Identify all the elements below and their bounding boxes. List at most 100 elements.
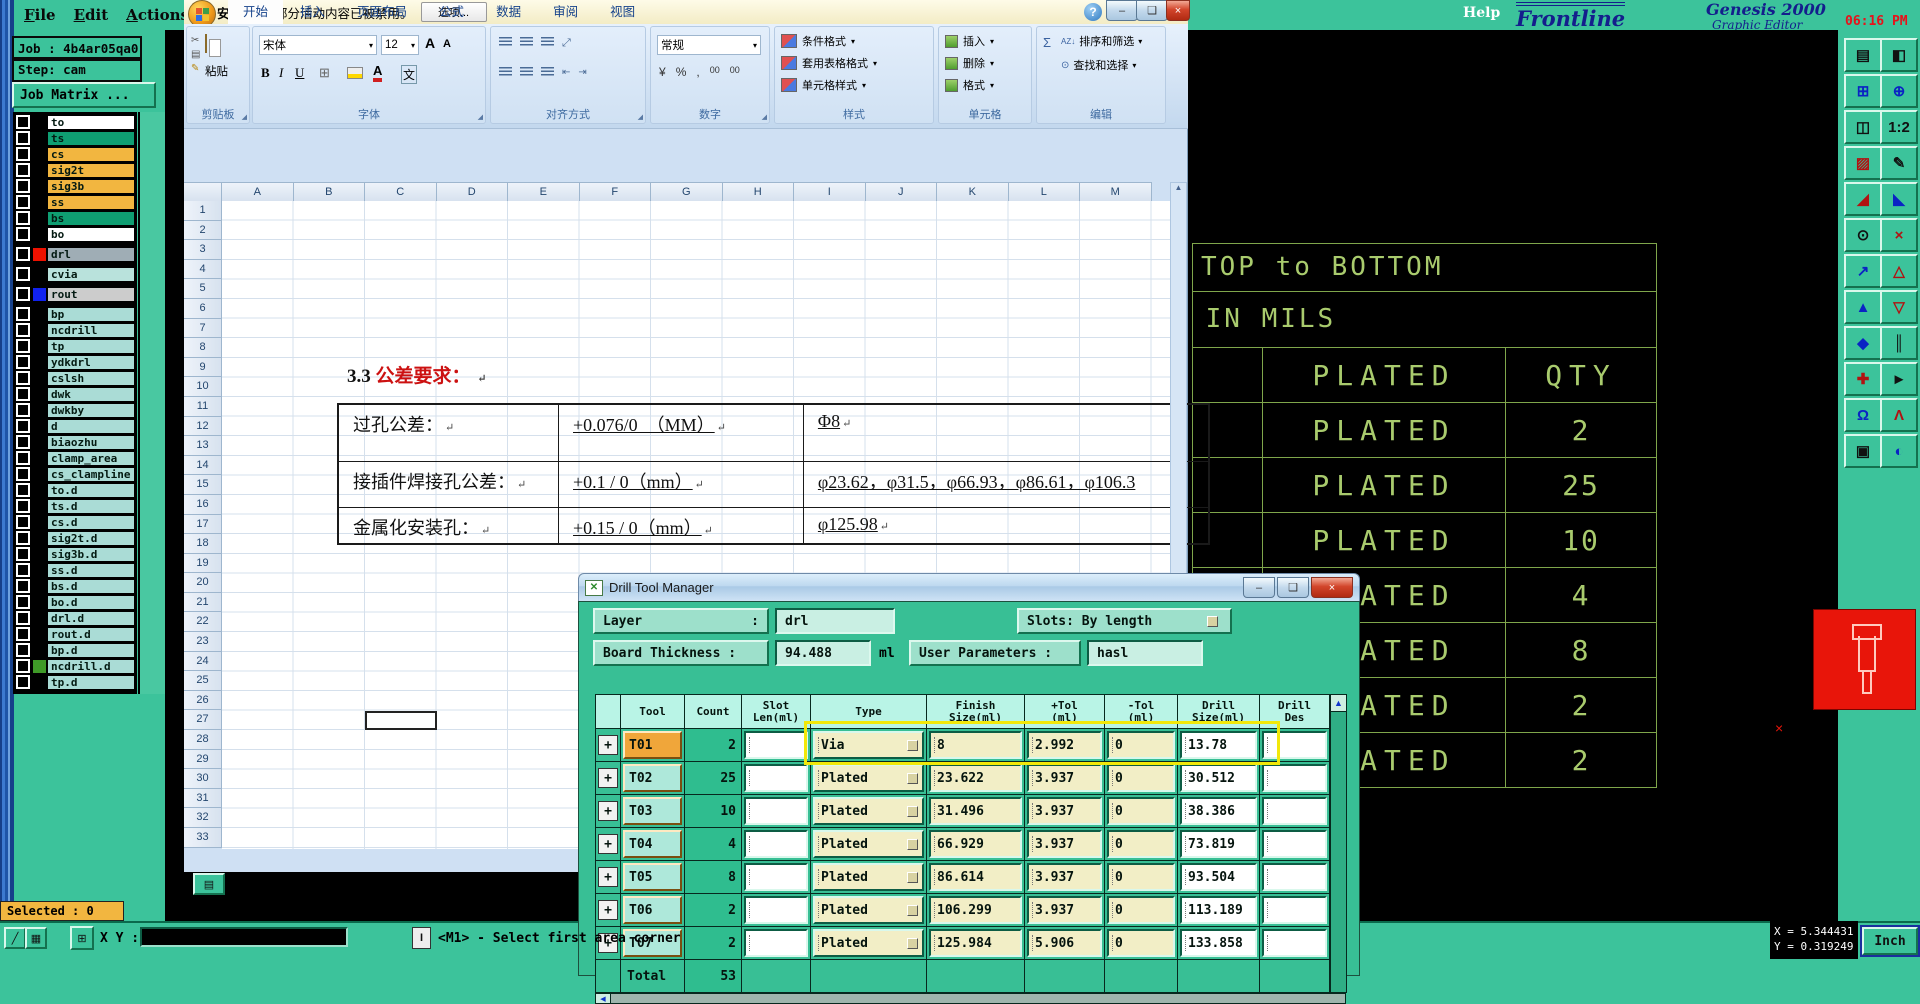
layer-name[interactable]: dwk	[47, 386, 135, 402]
phonetic-icon[interactable]: 文	[401, 65, 418, 84]
row-header[interactable]: 4	[184, 259, 222, 280]
tool-id[interactable]: T04	[623, 830, 682, 858]
underline-button[interactable]: U	[295, 65, 305, 80]
scroll-up-icon[interactable]: ▲	[1331, 695, 1346, 712]
column-header[interactable]: K	[937, 182, 1009, 201]
layer-row[interactable]: ncdrill.d	[16, 658, 135, 674]
type-dropdown[interactable]: Plated	[813, 929, 924, 957]
layer-checkbox[interactable]	[16, 483, 30, 497]
layer-checkbox[interactable]	[16, 179, 30, 193]
drill-size-input[interactable]: 73.819	[1180, 830, 1257, 858]
layer-row[interactable]: bs.d	[16, 578, 135, 594]
tool-id[interactable]: T07	[623, 929, 682, 957]
layer-name[interactable]: ss	[47, 194, 135, 210]
layer-name[interactable]: clamp_area	[47, 450, 135, 466]
layer-name[interactable]: sig2t.d	[47, 530, 135, 546]
layer-row[interactable]: cvia	[16, 266, 135, 282]
layer-row[interactable]: sig3b.d	[16, 546, 135, 562]
job-matrix-button[interactable]: Job Matrix ...	[12, 82, 156, 108]
layer-name[interactable]: cslsh	[47, 370, 135, 386]
layer-checkbox[interactable]	[16, 339, 30, 353]
layer-checkbox[interactable]	[16, 195, 30, 209]
toolbar-button[interactable]: ▣	[1844, 434, 1882, 468]
drill-des-input[interactable]	[1262, 830, 1327, 858]
toolbar-button[interactable]: 1:2	[1880, 110, 1918, 144]
expand-row-button[interactable]: +	[598, 933, 618, 953]
row-header[interactable]: 13	[184, 436, 222, 456]
row-header[interactable]: 21	[184, 592, 222, 613]
office-button[interactable]	[188, 0, 216, 28]
layer-name[interactable]: tp	[47, 338, 135, 354]
drill-des-input[interactable]	[1262, 731, 1327, 759]
dialog-close-button[interactable]: ×	[1311, 577, 1353, 598]
layer-row[interactable]: bp.d	[16, 642, 135, 658]
drill-des-input[interactable]	[1262, 929, 1327, 957]
indent-increase-icon[interactable]: ⇥	[578, 67, 587, 78]
layer-checkbox[interactable]	[16, 611, 30, 625]
slot-len-input[interactable]	[744, 929, 808, 957]
layer-checkbox[interactable]	[16, 675, 30, 689]
window-button[interactable]: ▤	[193, 873, 225, 895]
layer-name[interactable]: sig3b	[47, 178, 135, 194]
cells-button[interactable]: 插入 ▾	[945, 33, 994, 49]
dialog-hscrollbar[interactable]: ◀	[595, 993, 1346, 1004]
format-painter-icon[interactable]: ✎	[191, 63, 200, 74]
scroll-up-icon[interactable]: ▲	[1174, 183, 1183, 192]
row-header[interactable]: 10	[184, 377, 222, 397]
layer-name[interactable]: bp	[47, 306, 135, 322]
tool-id[interactable]: T05	[623, 863, 682, 891]
layer-name[interactable]: ncdrill	[47, 322, 135, 338]
toolbar-button[interactable]: ▨	[1844, 146, 1882, 180]
type-dropdown[interactable]: Plated	[813, 764, 924, 792]
select-all-corner[interactable]	[184, 182, 222, 201]
layer-row[interactable]: cs	[16, 146, 135, 162]
layer-name[interactable]: ydkdrl	[47, 354, 135, 370]
layer-row[interactable]: sig2t	[16, 162, 135, 178]
column-header[interactable]: E	[508, 182, 580, 201]
ribbon-tab[interactable]: 数据	[496, 5, 522, 19]
toolbar-button[interactable]: ◆	[1844, 326, 1882, 360]
finish-size-input[interactable]: 106.299	[929, 896, 1022, 924]
layer-row[interactable]: dwk	[16, 386, 135, 402]
drill-size-input[interactable]: 113.189	[1180, 896, 1257, 924]
paste-icon[interactable]	[205, 34, 207, 53]
expand-row-button[interactable]: +	[598, 801, 618, 821]
minus-tol-input[interactable]: 0	[1107, 896, 1175, 924]
layer-name[interactable]: bp.d	[47, 642, 135, 658]
slot-len-input[interactable]	[744, 830, 808, 858]
autosum-icon[interactable]: Σ	[1043, 35, 1052, 50]
layer-name[interactable]: to	[47, 114, 135, 130]
toolbar-button[interactable]: ↗	[1844, 254, 1882, 288]
toolbar-button[interactable]: ×	[1880, 218, 1918, 252]
layer-checkbox[interactable]	[16, 371, 30, 385]
dialog-titlebar[interactable]: ✕ Drill Tool Manager – ❑ ×	[578, 573, 1360, 601]
layer-checkbox[interactable]	[16, 579, 30, 593]
layer-checkbox[interactable]	[16, 323, 30, 337]
minus-tol-input[interactable]: 0	[1107, 863, 1175, 891]
column-header[interactable]: H	[722, 182, 794, 201]
layer-row[interactable]: bo.d	[16, 594, 135, 610]
plus-tol-input[interactable]: 3.937	[1027, 863, 1102, 891]
column-header[interactable]: M	[1080, 182, 1152, 201]
layer-row[interactable]: rout.d	[16, 626, 135, 642]
dialog-launcher-icon[interactable]: ◢	[761, 114, 767, 121]
layer-name[interactable]: ss.d	[47, 562, 135, 578]
row-header[interactable]: 33	[184, 828, 222, 848]
column-header[interactable]: A	[222, 182, 294, 201]
minus-tol-input[interactable]: 0	[1107, 929, 1175, 957]
row-header[interactable]: 1	[184, 201, 222, 221]
close-button[interactable]: ×	[1166, 0, 1190, 21]
layer-name[interactable]: ts	[47, 130, 135, 146]
tool-id[interactable]: T03	[623, 797, 682, 825]
plus-tol-input[interactable]: 3.937	[1027, 764, 1102, 792]
dialog-launcher-icon[interactable]: ◢	[637, 114, 643, 121]
layer-name[interactable]: cs_clampline	[47, 466, 135, 482]
comma-icon[interactable]: ,	[696, 65, 700, 79]
plus-tol-input[interactable]: 3.937	[1027, 797, 1102, 825]
row-header[interactable]: 7	[184, 318, 222, 339]
layer-name[interactable]: bs	[47, 210, 135, 226]
toolbar-button[interactable]: ⊕	[1880, 74, 1918, 108]
plus-tol-input[interactable]: 3.937	[1027, 896, 1102, 924]
layer-row[interactable]: bs	[16, 210, 135, 226]
layer-checkbox[interactable]	[16, 387, 30, 401]
